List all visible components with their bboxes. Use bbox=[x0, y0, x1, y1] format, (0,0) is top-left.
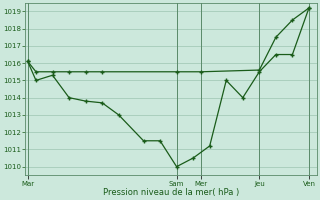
X-axis label: Pression niveau de la mer( hPa ): Pression niveau de la mer( hPa ) bbox=[103, 188, 239, 197]
